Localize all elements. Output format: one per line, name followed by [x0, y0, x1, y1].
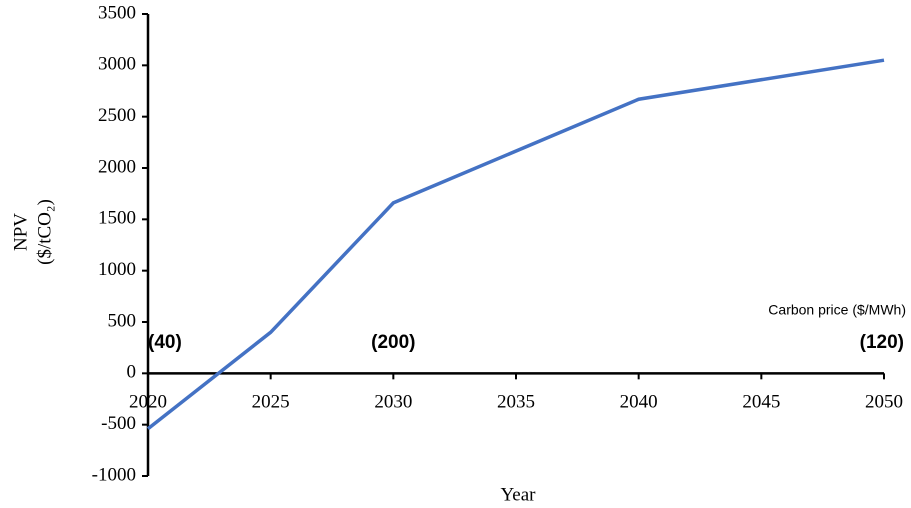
annotation: (200) [371, 332, 415, 353]
annotation: (40) [148, 332, 182, 353]
y-axis-label: NPV [10, 213, 31, 251]
y-tick-label: 2000 [98, 156, 136, 177]
y-axis-label: ($/tCO₂) [34, 199, 55, 265]
y-tick-label: 3500 [98, 2, 136, 23]
annotation-title: Carbon price ($/MWh) [768, 302, 906, 318]
x-tick-label: 2045 [742, 392, 780, 413]
x-axis-label: Year [500, 484, 536, 505]
y-tick-label: 0 [127, 362, 137, 383]
line [146, 58, 885, 431]
x-tick-label: 2050 [865, 392, 903, 413]
y-tick-label: 500 [108, 310, 137, 331]
x-tick-label: 2030 [374, 392, 412, 413]
y-tick-label: 3000 [98, 54, 136, 75]
annotation: (120) [860, 332, 904, 353]
y-tick-label: 1000 [98, 259, 136, 280]
x-tick-label: 2025 [252, 392, 290, 413]
x-tick-label: 2020 [129, 392, 167, 413]
x-tick-label: 2035 [497, 392, 535, 413]
y-tick-label: -1000 [92, 464, 136, 485]
y-tick-label: -500 [101, 413, 136, 434]
x-tick-label: 2040 [620, 392, 658, 413]
y-tick-label: 2500 [98, 105, 136, 126]
y-tick-label: 1500 [98, 208, 136, 229]
